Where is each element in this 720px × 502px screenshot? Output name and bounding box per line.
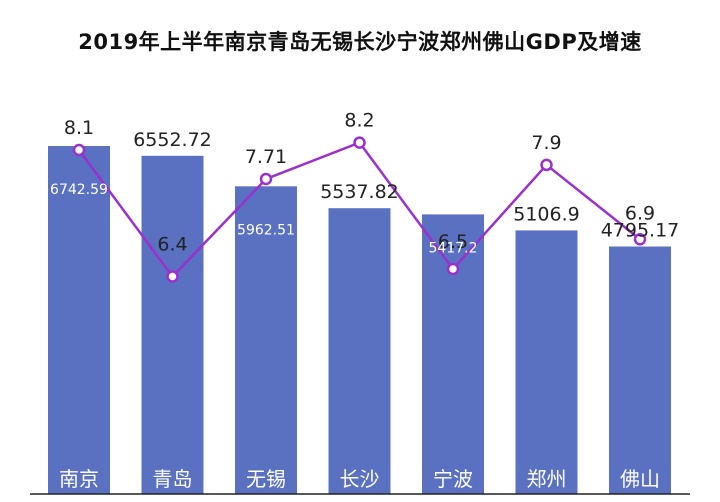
growth-label-4: 8.2 [344, 110, 374, 132]
category-label-4: 长沙 [340, 467, 380, 491]
bar-2 [141, 155, 204, 495]
growth-label-5: 6.5 [438, 231, 468, 253]
growth-label-1: 8.1 [64, 117, 94, 139]
growth-point-5 [446, 262, 460, 276]
bar-value-label-5: 5417.2 [429, 240, 478, 256]
bar-value-label-4: 5537.82 [320, 181, 399, 203]
growth-point-2 [166, 270, 179, 283]
bar-value-label-6: 5106.9 [513, 203, 579, 225]
growth-label-2: 6.4 [157, 234, 187, 256]
bar-value-label-3: 5962.51 [237, 222, 295, 238]
growth-label-6: 7.9 [531, 132, 561, 154]
category-label-5: 宁波 [433, 467, 473, 491]
bar-5 [422, 214, 484, 494]
bar-value-label-7: 4795.17 [601, 220, 680, 242]
bar-1 [48, 146, 110, 494]
chart-title: 2019年上半年南京青岛无锡长沙宁波郑州佛山GDP及增速 [78, 30, 642, 54]
bar-7 [609, 246, 671, 494]
growth-label-7: 6.9 [625, 202, 655, 224]
growth-point-4 [353, 136, 366, 149]
growth-point-6 [540, 158, 553, 172]
bar-4 [328, 208, 391, 494]
bar-3 [235, 186, 297, 495]
growth-point-7 [633, 233, 647, 246]
bar-value-label-2: 6552.72 [133, 129, 212, 151]
category-label-7: 佛山 [620, 467, 660, 491]
growth-label-3: 7.71 [245, 146, 287, 168]
category-label-1: 南京 [59, 467, 99, 491]
bar-6 [515, 230, 578, 494]
bar-value-label-1: 6742.59 [50, 182, 108, 198]
growth-point-1 [72, 143, 86, 157]
category-label-3: 无锡 [246, 467, 286, 491]
category-label-2: 青岛 [153, 467, 193, 491]
growth-point-3 [259, 172, 273, 186]
category-label-6: 郑州 [527, 467, 567, 491]
